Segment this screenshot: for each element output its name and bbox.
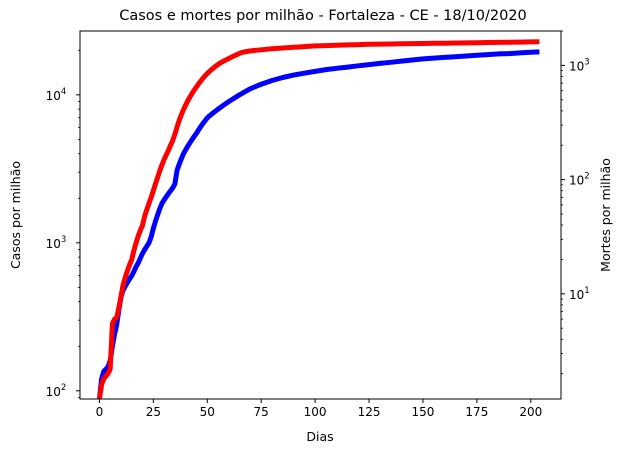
chart-title: Casos e mortes por milhão - Fortaleza - … (119, 8, 527, 24)
series-layer (96, 39, 540, 400)
series-line-right (96, 39, 540, 400)
plot-frame (79, 30, 562, 400)
x-tick-label: 25 (146, 405, 161, 419)
x-tick-label: 50 (200, 405, 215, 419)
y-right-tick-label: 101 (569, 286, 590, 302)
y-right-tick-label: 102 (569, 172, 590, 188)
x-tick-label: 150 (412, 405, 435, 419)
x-tick-label: 75 (254, 405, 269, 419)
x-tick-label: 100 (304, 405, 327, 419)
y-left-tick-label: 102 (46, 383, 67, 399)
x-tick-label: 200 (519, 405, 542, 419)
y-right-axis: 101 102 103 (561, 30, 590, 375)
x-tick-label: 175 (465, 405, 488, 419)
y-left-axis: 102 103 104 (46, 49, 80, 399)
y-left-axis-label: Casos por milhão (8, 161, 23, 269)
y-right-axis-label: Mortes por milhão (598, 158, 613, 272)
x-axis-label: Dias (306, 429, 333, 444)
x-axis: 0 25 50 75 100 125 150 175 200 (96, 399, 542, 419)
y-left-tick-label: 103 (46, 235, 67, 251)
x-tick-label: 125 (358, 405, 381, 419)
y-right-tick-label: 103 (569, 57, 590, 73)
series-line-left (96, 49, 540, 400)
x-tick-label: 0 (96, 405, 104, 419)
y-left-tick-label: 104 (46, 87, 67, 103)
